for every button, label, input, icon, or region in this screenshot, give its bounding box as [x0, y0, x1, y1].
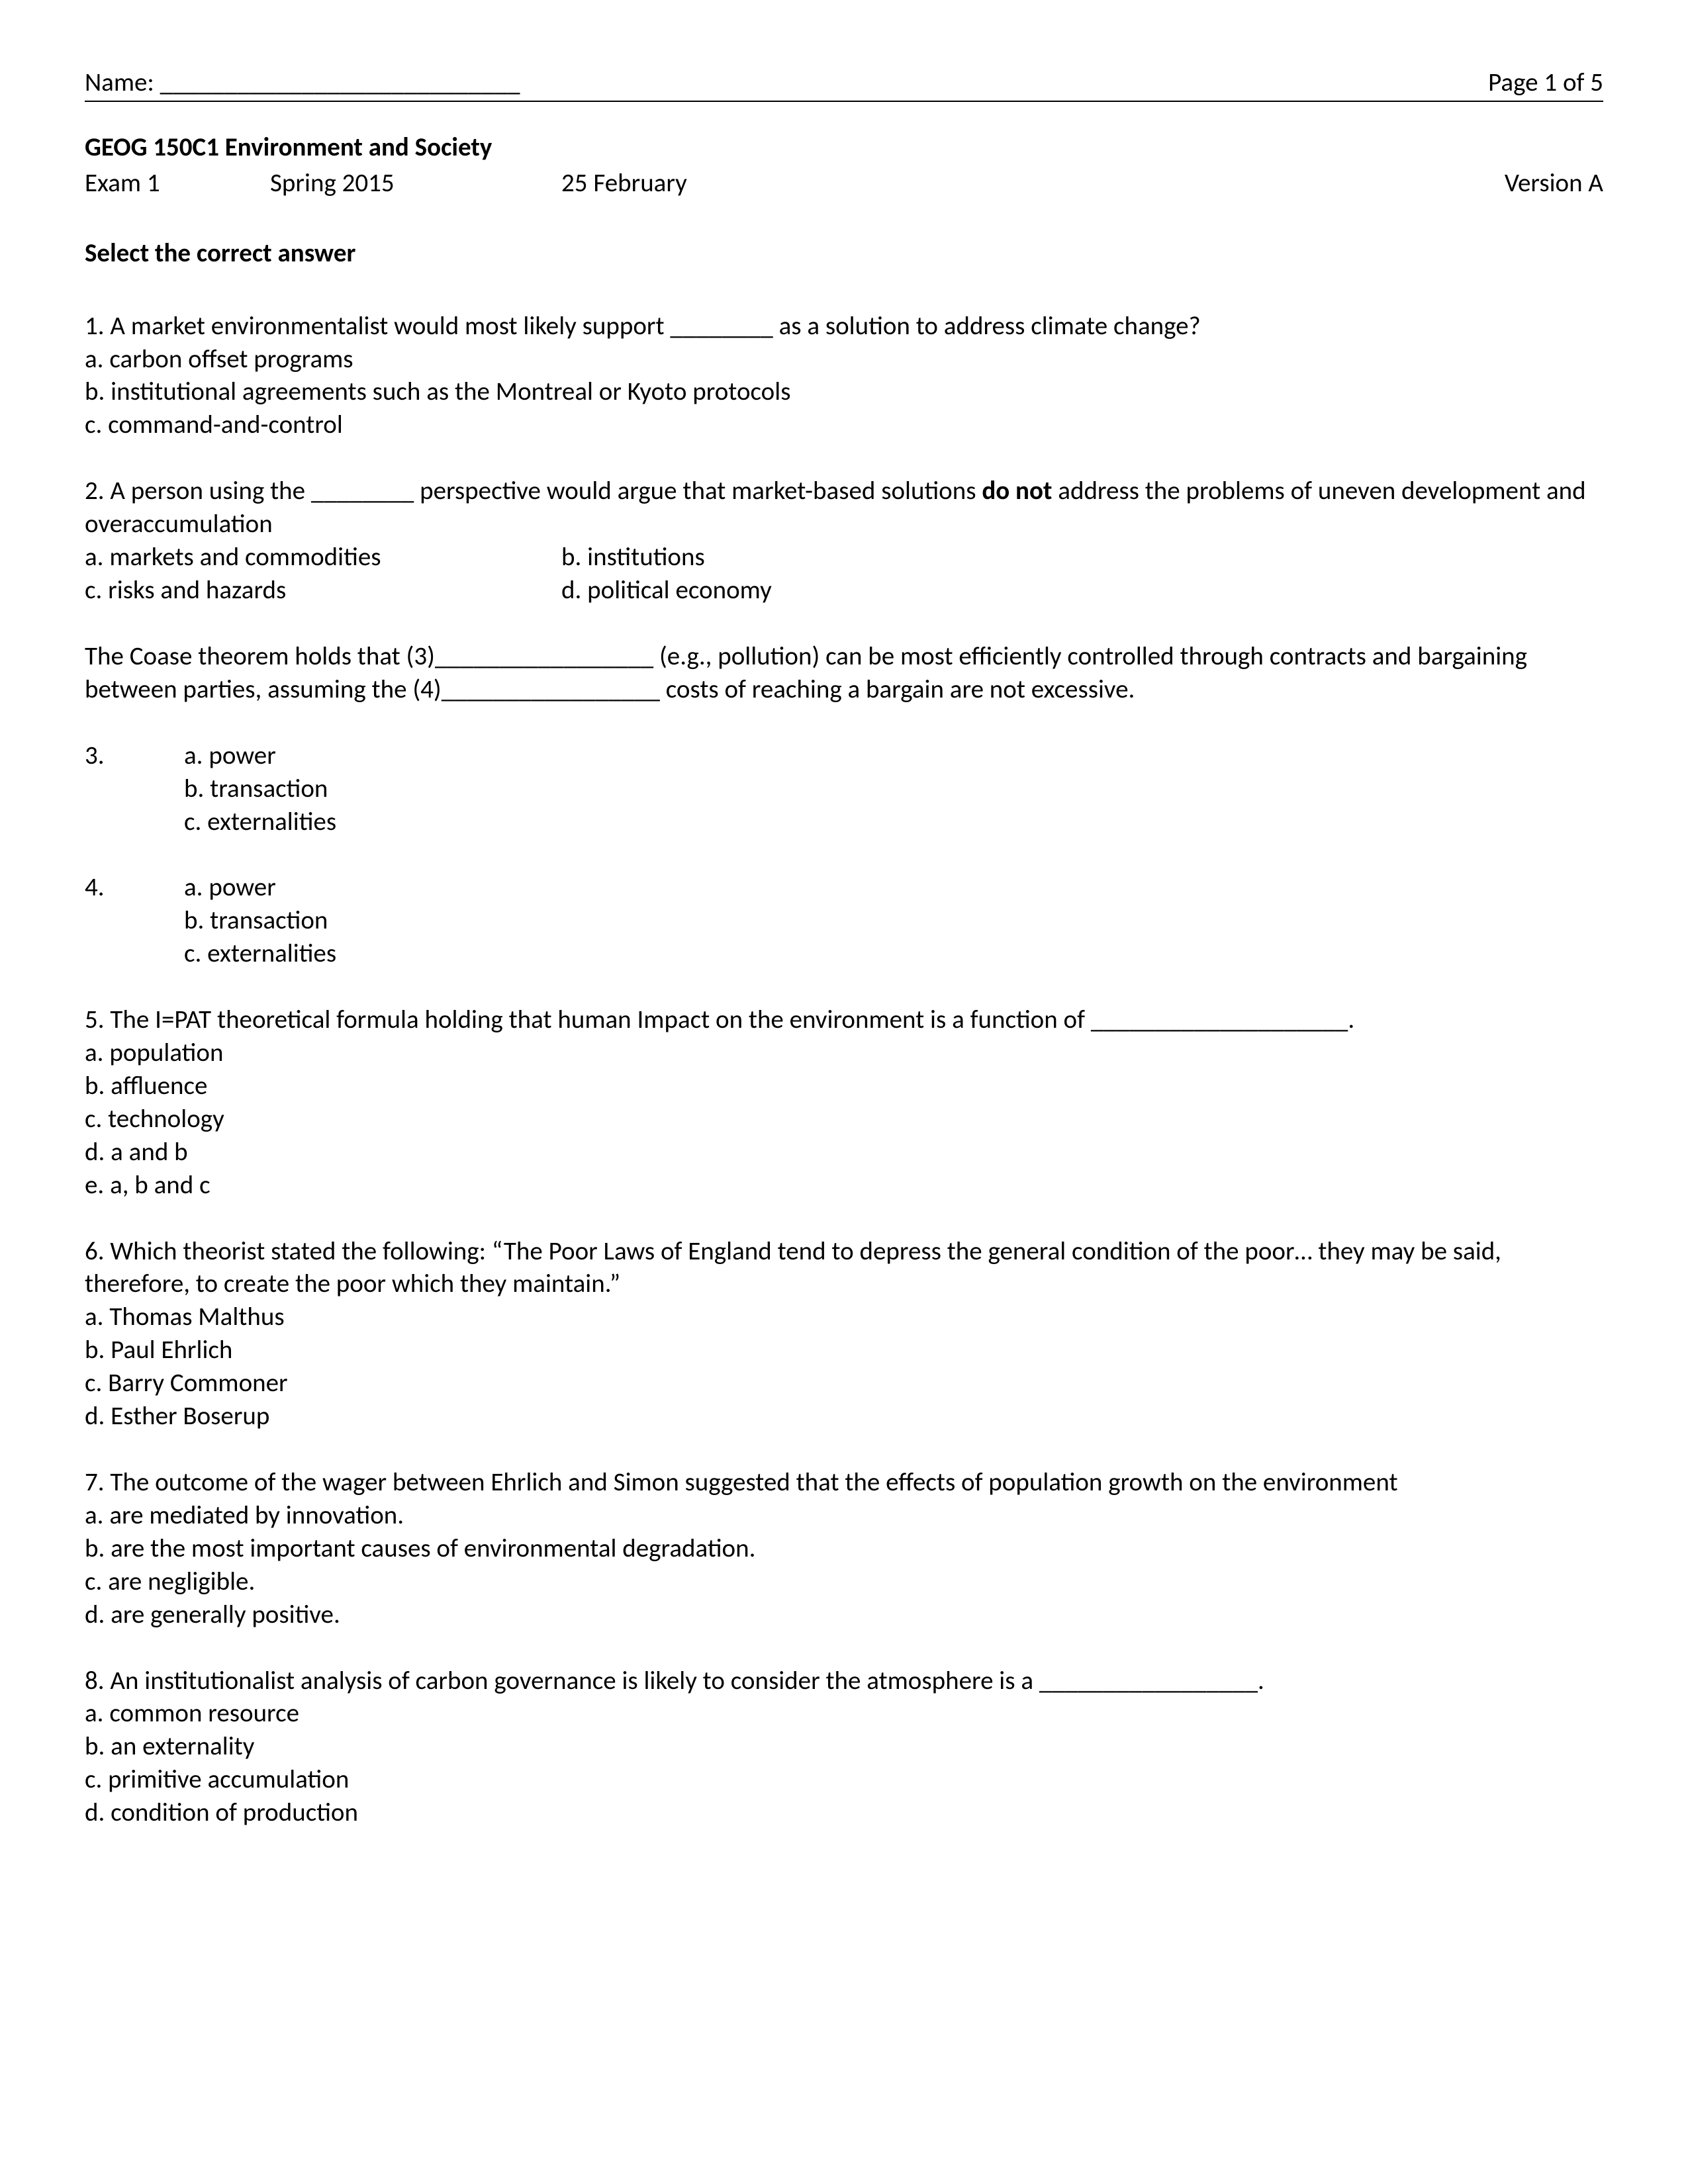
- q2-options-row1: a. markets and commodities b. institutio…: [85, 541, 1603, 574]
- q4-num: 4.: [85, 871, 184, 970]
- q5-opt-d: d. a and b: [85, 1136, 1603, 1169]
- q2-options-row2: c. risks and hazards d. political econom…: [85, 574, 1603, 607]
- exam-info-left: Exam 1 Spring 2015 25 February: [85, 167, 687, 200]
- q1-opt-a: a. carbon offset programs: [85, 343, 1603, 376]
- page-number: Page 1 of 5: [1488, 66, 1603, 99]
- q5-text: 5. The I=PAT theoretical formula holding…: [85, 1003, 1603, 1036]
- q1-text: 1. A market environmentalist would most …: [85, 310, 1603, 343]
- q6-options: a. Thomas Malthus b. Paul Ehrlich c. Bar…: [85, 1300, 1603, 1433]
- q8-opt-c: c. primitive accumulation: [85, 1763, 1603, 1796]
- exam-number: Exam 1: [85, 167, 270, 200]
- q4-opt-b: b. transaction: [184, 904, 336, 937]
- q7-opt-b: b. are the most important causes of envi…: [85, 1532, 1603, 1565]
- instruction: Select the correct answer: [85, 237, 1603, 270]
- q6-opt-b: b. Paul Ehrlich: [85, 1334, 1603, 1367]
- q1-opt-c: c. command-and-control: [85, 408, 1603, 441]
- q2-opt-d: d. political economy: [561, 574, 1038, 607]
- q5-opt-e: e. a, b and c: [85, 1169, 1603, 1202]
- q3-options: a. power b. transaction c. externalities: [184, 739, 336, 839]
- question-1: 1. A market environmentalist would most …: [85, 310, 1603, 442]
- q1-opt-b: b. institutional agreements such as the …: [85, 375, 1603, 408]
- q2-opt-b: b. institutions: [561, 541, 1038, 574]
- coase-paragraph: The Coase theorem holds that (3)________…: [85, 640, 1603, 706]
- exam-version: Version A: [1505, 167, 1603, 200]
- course-title: GEOG 150C1 Environment and Society: [85, 131, 1603, 164]
- question-5: 5. The I=PAT theoretical formula holding…: [85, 1003, 1603, 1201]
- q5-options: a. population b. affluence c. technology…: [85, 1036, 1603, 1202]
- q7-options: a. are mediated by innovation. b. are th…: [85, 1499, 1603, 1631]
- q3-opt-c: c. externalities: [184, 805, 336, 839]
- q6-opt-d: d. Esther Boserup: [85, 1400, 1603, 1433]
- q7-opt-d: d. are generally positive.: [85, 1598, 1603, 1631]
- q6-opt-a: a. Thomas Malthus: [85, 1300, 1603, 1334]
- q2-text: 2. A person using the ________ perspecti…: [85, 475, 1603, 541]
- q8-opt-d: d. condition of production: [85, 1796, 1603, 1829]
- question-3: 3. a. power b. transaction c. externalit…: [85, 739, 1603, 839]
- question-4: 4. a. power b. transaction c. externalit…: [85, 871, 1603, 970]
- q5-opt-a: a. population: [85, 1036, 1603, 1069]
- q3-num: 3.: [85, 739, 184, 839]
- q4-options: a. power b. transaction c. externalities: [184, 871, 336, 970]
- q1-options: a. carbon offset programs b. institution…: [85, 343, 1603, 442]
- exam-date: 25 February: [561, 167, 687, 200]
- q2-opt-a: a. markets and commodities: [85, 541, 561, 574]
- q6-text: 6. Which theorist stated the following: …: [85, 1235, 1603, 1301]
- page-header: Name: ____________________________ Page …: [85, 66, 1603, 102]
- q8-options: a. common resource b. an externality c. …: [85, 1697, 1603, 1829]
- exam-info: Exam 1 Spring 2015 25 February Version A: [85, 167, 1603, 200]
- q7-opt-a: a. are mediated by innovation.: [85, 1499, 1603, 1532]
- q7-opt-c: c. are negligible.: [85, 1565, 1603, 1598]
- q5-opt-c: c. technology: [85, 1103, 1603, 1136]
- q7-text: 7. The outcome of the wager between Ehrl…: [85, 1466, 1603, 1499]
- q4-opt-a: a. power: [184, 871, 336, 904]
- name-field: Name: ____________________________: [85, 66, 520, 99]
- q2-text-before: 2. A person using the ________ perspecti…: [85, 475, 982, 506]
- question-7: 7. The outcome of the wager between Ehrl…: [85, 1466, 1603, 1631]
- q5-opt-b: b. affluence: [85, 1069, 1603, 1103]
- q6-opt-c: c. Barry Commoner: [85, 1367, 1603, 1400]
- question-8: 8. An institutionalist analysis of carbo…: [85, 1664, 1603, 1830]
- q8-opt-a: a. common resource: [85, 1697, 1603, 1730]
- question-2: 2. A person using the ________ perspecti…: [85, 475, 1603, 607]
- question-6: 6. Which theorist stated the following: …: [85, 1235, 1603, 1433]
- q2-opt-c: c. risks and hazards: [85, 574, 561, 607]
- q4-opt-c: c. externalities: [184, 937, 336, 970]
- q2-bold: do not: [982, 475, 1052, 506]
- q8-opt-b: b. an externality: [85, 1730, 1603, 1763]
- q3-opt-a: a. power: [184, 739, 336, 772]
- q8-text: 8. An institutionalist analysis of carbo…: [85, 1664, 1603, 1698]
- q3-opt-b: b. transaction: [184, 772, 336, 805]
- semester: Spring 2015: [270, 167, 561, 200]
